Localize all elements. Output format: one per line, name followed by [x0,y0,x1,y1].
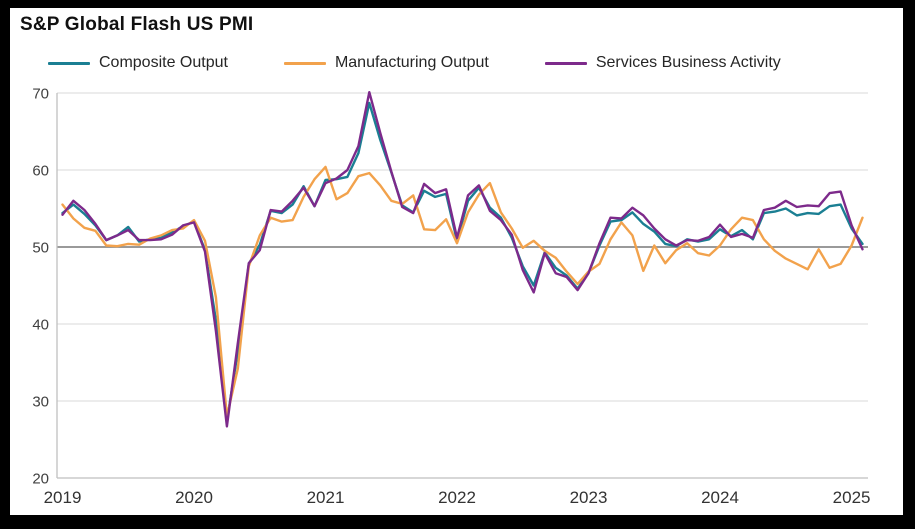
legend-label-services-business-activity: Services Business Activity [595,54,781,71]
x-tick-label-2024: 2024 [701,488,739,507]
legend-item-services-business-activity: Services Business Activity [544,54,781,72]
legend-item-manufacturing-output: Manufacturing Output [283,54,489,72]
legend-item-composite-output: Composite Output [48,54,228,72]
series-line-manufacturing-output [61,165,864,418]
composite-output-line-swatch-icon [48,61,90,65]
manufacturing-output-line-swatch-icon [283,61,326,65]
legend-label-composite-output: Composite Output [99,54,228,71]
legend: Composite Output Manufacturing Output Se… [48,54,781,72]
x-tick-label-2022: 2022 [438,488,476,507]
y-tick-label-60: 60 [32,162,49,179]
legend-label-manufacturing-output: Manufacturing Output [334,54,489,71]
y-tick-label-50: 50 [32,239,49,256]
series-line-services-business-activity [61,90,864,428]
y-tick-label-30: 30 [32,393,49,410]
chart-title: S&P Global Flash US PMI [20,14,254,35]
y-tick-label-40: 40 [32,316,49,333]
series-line-composite-output [61,101,864,423]
services-business-activity-line-swatch-icon [544,61,587,65]
x-tick-label-2021: 2021 [307,488,345,507]
x-tick-label-2019: 2019 [44,488,82,507]
y-tick-label-20: 20 [32,470,49,487]
x-tick-label-2023: 2023 [570,488,608,507]
y-tick-label-70: 70 [32,85,49,102]
x-tick-label-2025: 2025 [833,488,871,507]
x-tick-label-2020: 2020 [175,488,213,507]
